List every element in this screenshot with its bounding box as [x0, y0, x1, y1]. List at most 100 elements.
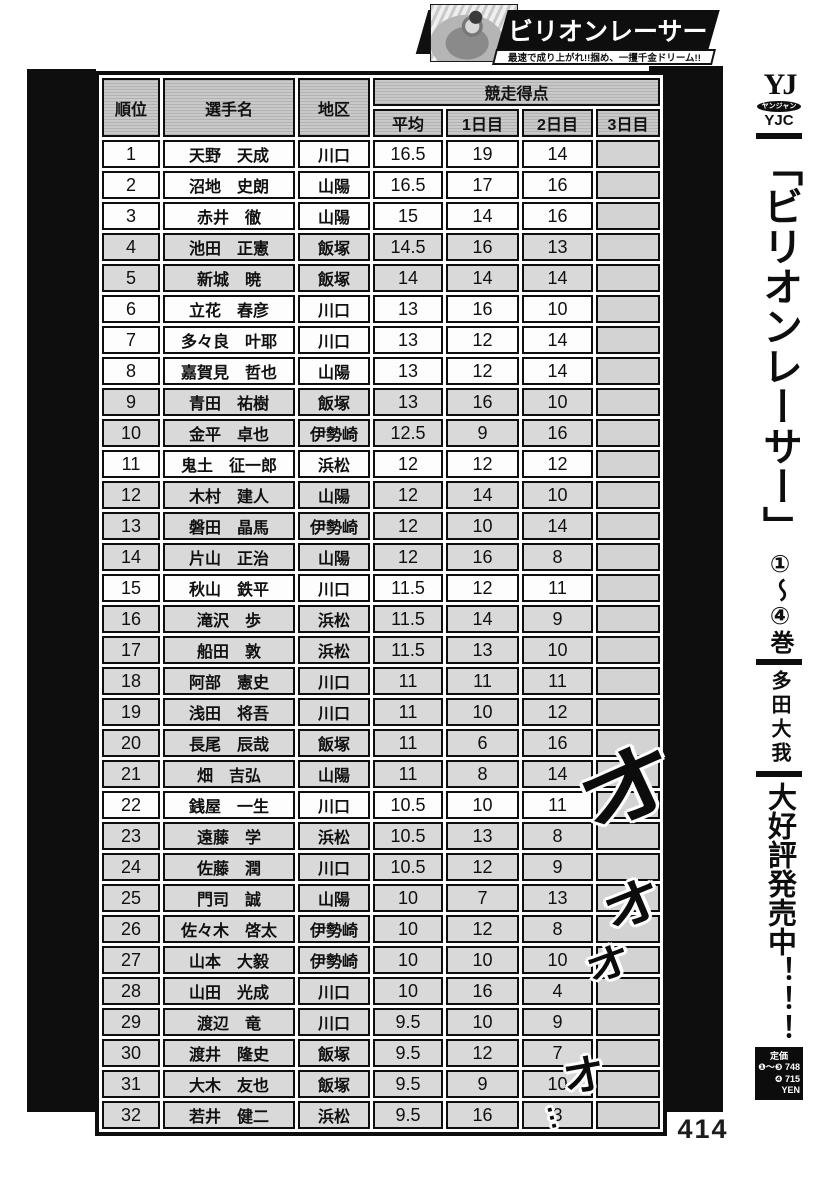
cell-name: 山本 大毅 — [163, 946, 295, 974]
cell-rank: 32 — [102, 1101, 160, 1129]
cell-name: 渡辺 竜 — [163, 1008, 295, 1036]
series-tagline: 最速で成り上がれ!!掴め、一攫千金ドリーム!! — [507, 53, 701, 64]
table-row: 9 青田 祐樹 飯塚 13 16 10 — [102, 388, 661, 416]
table-row: 28 山田 光成 川口 10 16 4 — [102, 977, 661, 1005]
cell-day2: 12 — [522, 450, 593, 478]
cell-district: 川口 — [298, 698, 370, 726]
cell-district: 川口 — [298, 791, 370, 819]
author-name: 多田大我 — [768, 670, 790, 766]
cell-day1: 14 — [446, 481, 519, 509]
header-district: 地区 — [298, 78, 370, 137]
series-title: ビリオンレーサー — [508, 18, 708, 46]
cell-name: 鬼土 征一郎 — [163, 450, 295, 478]
table-row: 2 沼地 史朗 山陽 16.5 17 16 — [102, 171, 661, 199]
cell-rank: 12 — [102, 481, 160, 509]
cell-day2: 16 — [522, 202, 593, 230]
cell-day3 — [596, 326, 661, 354]
cell-day3 — [596, 419, 661, 447]
cell-avg: 11 — [373, 667, 443, 695]
cell-day1: 9 — [446, 419, 519, 447]
cell-day1: 14 — [446, 202, 519, 230]
cell-rank: 20 — [102, 729, 160, 757]
cell-name: 嘉賀見 哲也 — [163, 357, 295, 385]
table-row: 31 大木 友也 飯塚 9.5 9 10 — [102, 1070, 661, 1098]
cell-rank: 21 — [102, 760, 160, 788]
cell-day1: 10 — [446, 698, 519, 726]
cell-day2: 9 — [522, 605, 593, 633]
cell-day2: 11 — [522, 791, 593, 819]
cell-day2: 14 — [522, 357, 593, 385]
table-row: 14 片山 正治 山陽 12 16 8 — [102, 543, 661, 571]
cell-day2: 9 — [522, 1008, 593, 1036]
table-row: 11 鬼土 征一郎 浜松 12 12 12 — [102, 450, 661, 478]
cell-name: 新城 暁 — [163, 264, 295, 292]
cell-day2: 7 — [522, 1039, 593, 1067]
cell-day1: 12 — [446, 357, 519, 385]
table-row: 22 銭屋 一生 川口 10.5 10 11 — [102, 791, 661, 819]
cell-day1: 19 — [446, 140, 519, 168]
cell-day1: 13 — [446, 822, 519, 850]
cell-day1: 12 — [446, 915, 519, 943]
cell-name: 畑 吉弘 — [163, 760, 295, 788]
cell-day3 — [596, 264, 661, 292]
cell-day2: 11 — [522, 667, 593, 695]
cell-day1: 8 — [446, 760, 519, 788]
cell-day2: 14 — [522, 512, 593, 540]
cell-name: 片山 正治 — [163, 543, 295, 571]
table-row: 19 浅田 将吾 川口 11 10 12 — [102, 698, 661, 726]
cell-district: 伊勢崎 — [298, 946, 370, 974]
table-row: 27 山本 大毅 伊勢崎 10 10 10 — [102, 946, 661, 974]
price-line-2: ❹ 715 — [774, 1073, 800, 1084]
cell-avg: 11.5 — [373, 636, 443, 664]
cell-name: 沼地 史朗 — [163, 171, 295, 199]
header-rank: 順位 — [102, 78, 160, 137]
cell-avg: 11 — [373, 729, 443, 757]
cell-day3 — [596, 884, 661, 912]
cell-day2: 10 — [522, 388, 593, 416]
cell-rank: 6 — [102, 295, 160, 323]
cell-day3 — [596, 1008, 661, 1036]
cell-day2: 10 — [522, 295, 593, 323]
cell-day1: 11 — [446, 667, 519, 695]
cell-name: 木村 建人 — [163, 481, 295, 509]
cell-day3 — [596, 295, 661, 323]
table-row: 12 木村 建人 山陽 12 14 10 — [102, 481, 661, 509]
table-header: 順位 選手名 地区 競走得点 平均 1日目 2日目 3日目 — [102, 78, 661, 137]
yjc-label: YJC — [764, 112, 794, 129]
cell-avg: 10 — [373, 915, 443, 943]
cell-day1: 14 — [446, 605, 519, 633]
promo-text: 大好評発売中！！！ — [763, 782, 796, 1043]
cell-district: 川口 — [298, 140, 370, 168]
cell-name: 多々良 叶耶 — [163, 326, 295, 354]
cell-rank: 23 — [102, 822, 160, 850]
cell-avg: 10.5 — [373, 853, 443, 881]
cell-rank: 7 — [102, 326, 160, 354]
cell-avg: 12.5 — [373, 419, 443, 447]
header-day2: 2日目 — [522, 109, 593, 137]
panel-black-left — [27, 69, 96, 1112]
table-row: 5 新城 暁飯塚 14 14 14 — [102, 264, 661, 292]
cell-district: 山陽 — [298, 202, 370, 230]
cell-avg: 13 — [373, 326, 443, 354]
cell-rank: 22 — [102, 791, 160, 819]
cell-rank: 27 — [102, 946, 160, 974]
cell-day1: 16 — [446, 295, 519, 323]
cell-name: 佐々木 啓太 — [163, 915, 295, 943]
cell-rank: 4 — [102, 233, 160, 261]
cell-district: 川口 — [298, 326, 370, 354]
cell-avg: 12 — [373, 543, 443, 571]
cell-avg: 11.5 — [373, 574, 443, 602]
yj-logo: YJ ヤンジャン YJC — [756, 70, 802, 129]
table-row: 23 遠藤 学浜松 10.5 13 8 — [102, 822, 661, 850]
cell-day1: 13 — [446, 636, 519, 664]
table-row: 17 船田 敦浜松 11.5 13 10 — [102, 636, 661, 664]
table-row: 13 磐田 晶馬 伊勢崎 12 10 14 — [102, 512, 661, 540]
cell-avg: 9.5 — [373, 1008, 443, 1036]
cell-day3 — [596, 171, 661, 199]
cell-name: 磐田 晶馬 — [163, 512, 295, 540]
cell-district: 山陽 — [298, 884, 370, 912]
cell-avg: 9.5 — [373, 1101, 443, 1129]
cell-day1: 16 — [446, 388, 519, 416]
cell-name: 赤井 徹 — [163, 202, 295, 230]
table-row: 21 畑 吉弘 山陽 11 8 14 — [102, 760, 661, 788]
